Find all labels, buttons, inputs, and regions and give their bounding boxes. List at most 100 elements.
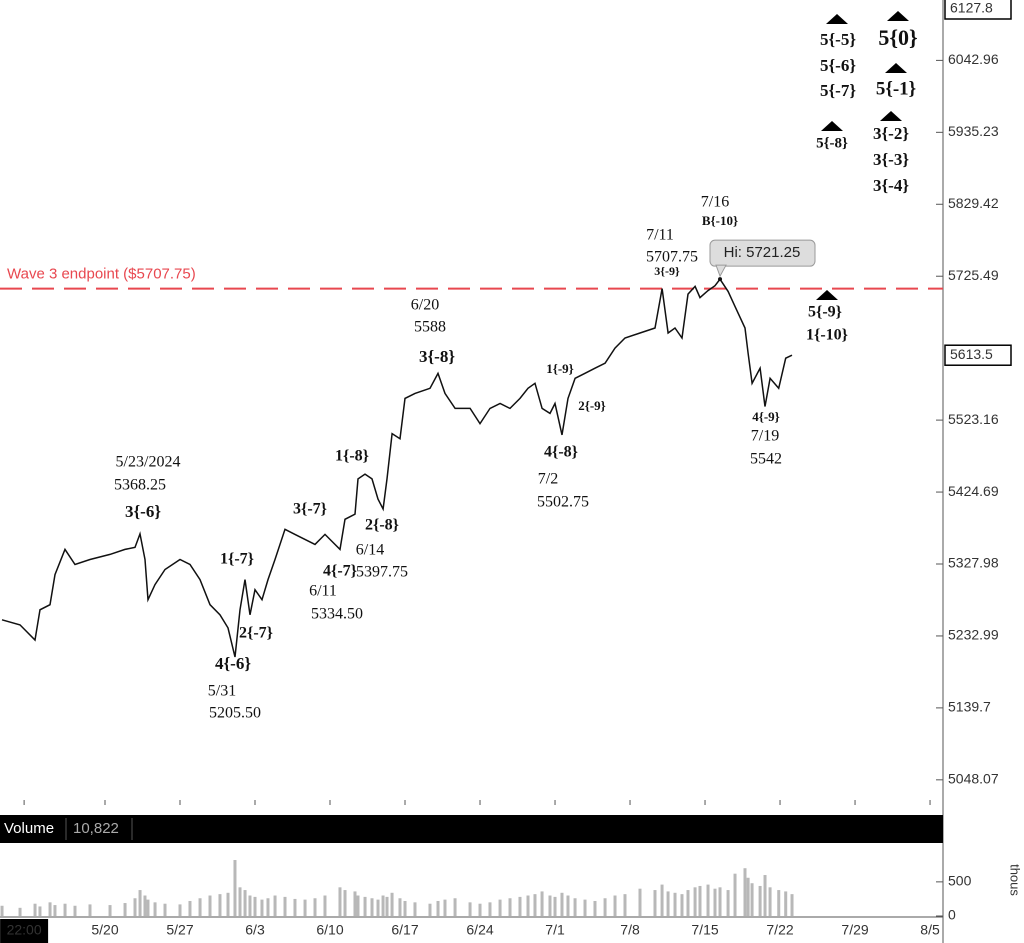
x-tick-label: 5/20 <box>91 922 118 938</box>
volume-title: Volume <box>4 820 54 837</box>
volume-bar <box>73 905 77 916</box>
volume-bar <box>660 884 664 916</box>
triangle <box>816 290 838 300</box>
volume-bar <box>573 898 577 916</box>
volume-bar <box>226 892 230 916</box>
triangles <box>816 11 909 300</box>
x-tick-label: 6/24 <box>466 922 493 938</box>
volume-bar <box>763 875 767 916</box>
y-tick-label: 5829.42 <box>948 195 999 211</box>
volume-bar <box>784 891 788 916</box>
annotation: 6/14 <box>356 542 384 559</box>
annotation: 7/2 <box>538 471 558 488</box>
price-box <box>944 344 1012 366</box>
y-tick-label: 5424.69 <box>948 483 999 499</box>
volume-bar <box>758 885 762 916</box>
volume-bar <box>553 896 557 916</box>
y-tick-label: 5725.49 <box>948 267 999 283</box>
volume-bar <box>566 895 570 916</box>
y-tick-label: 5048.07 <box>948 771 999 787</box>
volume-bar <box>706 884 710 916</box>
volume-bar <box>208 895 212 916</box>
annotation: 3{-9} <box>654 264 680 278</box>
annotation: 5{-8} <box>816 135 848 151</box>
price-box-label: 5613.5 <box>950 346 993 362</box>
annotation: 3{-3} <box>873 150 909 169</box>
volume-bar <box>498 899 502 916</box>
volume-bar <box>743 868 747 916</box>
annotation: 4{-6} <box>215 654 251 673</box>
volume-bar <box>680 894 684 916</box>
annotation: 5588 <box>414 319 446 336</box>
annotation: 2{-9} <box>578 398 606 413</box>
volume-bar <box>453 898 457 916</box>
volume-bar <box>138 890 142 916</box>
volume-header <box>0 815 943 843</box>
annotation: 5707.75 <box>646 249 698 266</box>
volume-bar <box>593 900 597 916</box>
annotation: 4{-7} <box>323 563 357 580</box>
annotation: 1{-9} <box>546 361 574 376</box>
annotation: 6/20 <box>411 297 439 314</box>
annotation: 5334.50 <box>311 606 363 623</box>
volume-bar <box>385 896 389 916</box>
volume-bar <box>526 895 530 916</box>
volume-bar <box>443 899 447 916</box>
y-tick-label: 6042.96 <box>948 51 999 67</box>
volume-bar <box>653 890 657 916</box>
y-tick-label: 5523.16 <box>948 411 999 427</box>
annotation: 5{-9} <box>808 304 842 321</box>
y-tick-label: 5232.99 <box>948 627 999 643</box>
volume-bar <box>260 899 264 916</box>
volume-bar <box>548 895 552 916</box>
volume-bar <box>293 898 297 916</box>
reference-label: Wave 3 endpoint ($5707.75) <box>7 266 196 283</box>
volume-bar <box>323 895 327 916</box>
x-tick-label: 7/22 <box>766 922 793 938</box>
triangle <box>826 14 848 24</box>
volume-bar <box>233 860 237 916</box>
x-tick-label: 8/5 <box>920 922 940 938</box>
volume-bar <box>266 898 270 916</box>
volume-bar <box>376 899 380 916</box>
price-box-label: 6127.8 <box>950 0 993 16</box>
volume-bar <box>343 890 347 916</box>
volume-bar <box>143 895 147 916</box>
annotation: 7/16 <box>701 194 729 211</box>
volume-bar <box>790 894 794 916</box>
triangle <box>887 11 909 21</box>
annotation: 5{-6} <box>820 56 856 75</box>
annotation: 2{-7} <box>239 625 273 642</box>
volume-bar <box>381 895 385 916</box>
volume-bar <box>353 891 357 916</box>
volume-bar <box>436 900 440 916</box>
annotation: 3{-8} <box>419 347 455 366</box>
price-box <box>944 0 1012 20</box>
x-tick-label: 6/17 <box>391 922 418 938</box>
volume-bar <box>623 894 627 916</box>
volume-bar <box>638 888 642 916</box>
volume-bar <box>603 898 607 916</box>
volume-bar <box>428 903 432 916</box>
volume-bar <box>18 907 22 916</box>
volume-bar <box>188 900 192 916</box>
annotation: 5502.75 <box>537 494 589 511</box>
annotation: 5{-5} <box>820 30 856 49</box>
volume-bar <box>768 887 772 916</box>
volume-bar <box>673 892 677 916</box>
hi-label: Hi: 5721.25 <box>724 244 801 261</box>
volume-bar <box>123 903 127 916</box>
annotation: 1{-7} <box>220 551 254 568</box>
volume-bar <box>313 898 317 916</box>
volume-bar <box>38 906 42 916</box>
volume-bar <box>750 883 754 916</box>
annotation: 5542 <box>750 451 782 468</box>
volume-bar <box>540 891 544 916</box>
volume-bar <box>238 887 242 916</box>
x-tick-label: 7/8 <box>620 922 640 938</box>
volume-bar <box>686 890 690 916</box>
annotation: B{-10} <box>702 213 738 228</box>
annotation: 5{0} <box>878 25 917 50</box>
